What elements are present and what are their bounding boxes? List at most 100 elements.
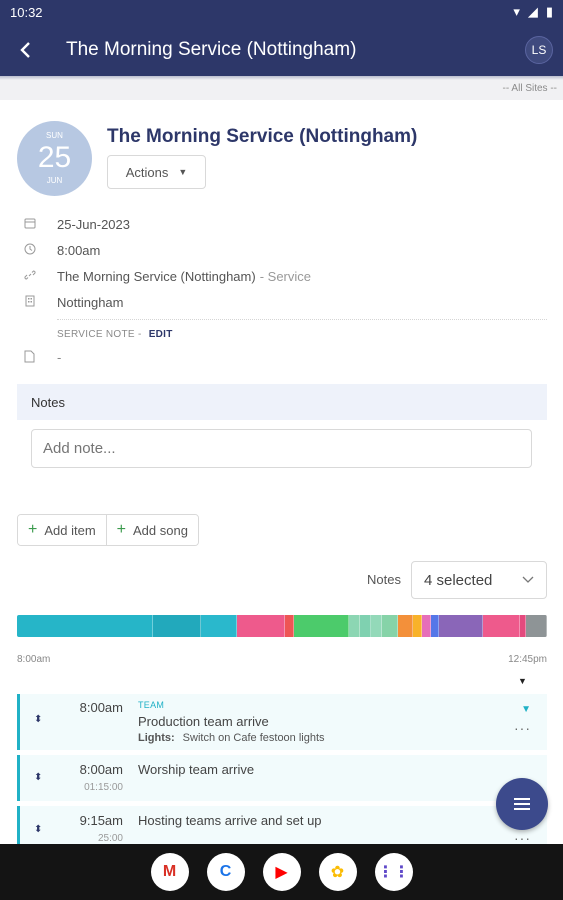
timeline-segment[interactable] [293, 615, 350, 637]
link-icon [24, 269, 57, 284]
item-title: Hosting teams arrive and set up [138, 813, 322, 828]
add-item-label: Add item [44, 522, 96, 538]
notes-filter-label: Notes [367, 572, 401, 587]
actions-label: Actions [125, 164, 169, 180]
list-item[interactable]: ⬍ 8:00am 01:15:00 Worship team arrive [17, 755, 547, 801]
back-button[interactable] [0, 24, 52, 76]
document-icon [24, 350, 57, 366]
arrow-left-icon [20, 42, 30, 58]
app-bar: The Morning Service (Nottingham) LS [0, 24, 563, 76]
expand-caret-icon[interactable]: ▼ [521, 704, 531, 715]
service-link-name[interactable]: The Morning Service (Nottingham) [57, 268, 256, 284]
menu-fab-button[interactable] [496, 778, 548, 830]
timeline-segment[interactable] [483, 615, 520, 637]
date-badge-dow: SUN [46, 131, 63, 140]
service-date: 25-Jun-2023 [57, 216, 130, 232]
timeline-segment[interactable] [398, 615, 413, 637]
drag-handle-icon[interactable]: ⬍ [34, 772, 43, 783]
item-title: Worship team arrive [138, 762, 255, 777]
timeline-segment[interactable] [526, 615, 547, 637]
date-badge-day: 25 [37, 141, 72, 174]
list-item[interactable]: ⬍ 9:15am 25:00 Hosting teams arrive and … [17, 806, 547, 846]
plus-icon: + [28, 521, 38, 538]
timeline-segment[interactable] [284, 615, 294, 637]
date-badge-month: JUN [46, 176, 63, 185]
avatar[interactable]: LS [525, 36, 553, 64]
service-time: 8:00am [57, 242, 101, 258]
chrome-app-icon[interactable]: C [206, 853, 245, 891]
timeline-segment[interactable] [430, 615, 440, 637]
photos-app-icon[interactable]: ✿ [318, 853, 357, 891]
info-date: 25-Jun-2023 [24, 214, 130, 234]
add-item-button[interactable]: + Add item [18, 515, 106, 545]
service-note-edit-link[interactable]: EDIT [148, 329, 173, 340]
item-time: 9:15am [79, 813, 123, 828]
info-link[interactable]: The Morning Service (Nottingham) - Servi… [24, 266, 311, 286]
app-bar-title: The Morning Service (Nottingham) [66, 39, 357, 60]
drag-handle-icon[interactable]: ⬍ [34, 824, 43, 835]
building-icon [24, 295, 57, 310]
timeline-segment[interactable] [200, 615, 237, 637]
drag-handle-icon[interactable]: ⬍ [34, 714, 43, 725]
status-time: 10:32 [10, 4, 43, 20]
calendar-icon [24, 217, 57, 232]
timeline-segment[interactable] [370, 615, 382, 637]
service-note-row: - [24, 350, 61, 366]
more-options-icon[interactable]: ··· [514, 720, 531, 736]
service-location: Nottingham [57, 294, 124, 310]
notes-filter-value: 4 selected [424, 571, 493, 589]
youtube-app-icon[interactable]: ▶ [262, 853, 301, 891]
timeline-segment[interactable] [519, 615, 527, 637]
app-bar-shadow [0, 76, 563, 80]
timeline-segment[interactable] [421, 615, 431, 637]
all-sites-bar[interactable]: -- All Sites -- [0, 80, 563, 100]
battery-icon: ▮ [545, 4, 553, 19]
timeline-segment[interactable] [349, 615, 361, 637]
timeline-segment[interactable] [17, 615, 153, 637]
item-duration: 01:15:00 [84, 782, 123, 793]
actions-button[interactable]: Actions ▼ [107, 155, 206, 189]
timeline-segment[interactable] [236, 615, 285, 637]
item-sub-label: Lights: [138, 732, 175, 744]
caret-down-icon: ▼ [178, 167, 188, 177]
app-drawer-icon[interactable]: ⋮⋮ [374, 853, 413, 891]
item-tag: TEAM [138, 700, 165, 710]
clock-icon [24, 243, 57, 258]
timeline-segment[interactable] [360, 615, 371, 637]
add-song-button[interactable]: + Add song [105, 515, 198, 545]
timeline-segment[interactable] [381, 615, 399, 637]
item-sub: Lights: Switch on Cafe festoon lights [138, 732, 325, 744]
plus-icon: + [116, 521, 126, 538]
item-sub-value: Switch on Cafe festoon lights [182, 732, 325, 744]
timeline-bar[interactable] [17, 615, 547, 637]
menu-icon [514, 798, 530, 810]
more-options-icon[interactable]: ··· [514, 830, 531, 846]
system-icons: ▾ ◢ ▮ [513, 4, 553, 20]
item-time: 8:00am [79, 700, 123, 715]
signal-icon: ◢ [527, 4, 538, 19]
divider [57, 319, 547, 320]
timeline-segment[interactable] [152, 615, 201, 637]
info-location: Nottingham [24, 292, 123, 312]
item-title: Production team arrive [138, 714, 269, 729]
service-note-header: SERVICE NOTE - EDIT [57, 329, 173, 340]
add-song-label: Add song [133, 522, 188, 538]
notes-header: Notes [17, 384, 547, 420]
gmail-app-icon[interactable]: M [150, 853, 189, 891]
service-link-suffix: - Service [259, 268, 311, 284]
timeline-end-label: 12:45pm [508, 654, 547, 665]
item-time: 8:00am [79, 762, 123, 777]
chevron-down-icon [522, 576, 534, 583]
service-note-value: - [57, 350, 62, 365]
notes-filter-select[interactable]: 4 selected [411, 561, 547, 599]
timeline-segment[interactable] [439, 615, 484, 637]
list-item[interactable]: ⬍ 8:00am TEAM Production team arrive Lig… [17, 694, 547, 750]
system-dock: M C ▶ ✿ ⋮⋮ [0, 844, 563, 900]
timeline-segment[interactable] [412, 615, 422, 637]
date-badge: SUN 25 JUN [17, 121, 92, 196]
info-time: 8:00am [24, 240, 100, 260]
service-note-label: SERVICE NOTE - [57, 329, 142, 340]
caret-down-icon[interactable]: ▼ [518, 676, 527, 686]
add-note-input[interactable] [31, 429, 532, 468]
service-title: The Morning Service (Nottingham) [107, 126, 418, 147]
